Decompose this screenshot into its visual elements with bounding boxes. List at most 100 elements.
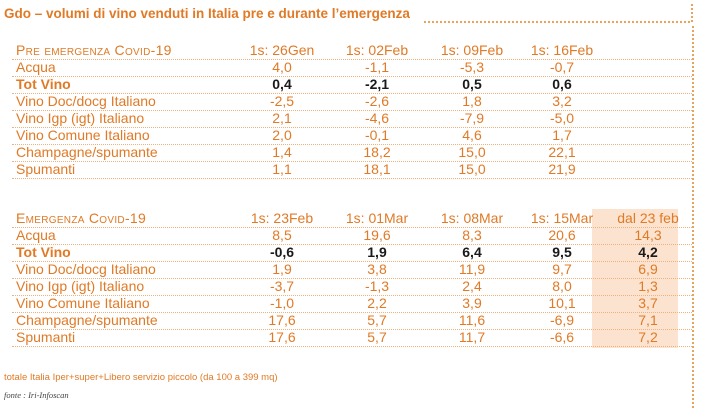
table-cell: 1,3 xyxy=(638,278,658,294)
table-cell: -4,6 xyxy=(364,110,390,126)
row-label: Acqua xyxy=(16,59,56,75)
table-cell: -1,3 xyxy=(364,278,390,294)
row-label: Champagne/spumante xyxy=(16,312,158,328)
row-label: Vino Comune Italiano xyxy=(16,127,150,143)
table-cell: 11,6 xyxy=(458,312,486,328)
column-header-summary: dal 23 feb xyxy=(617,210,679,226)
table-cell: 3,2 xyxy=(552,93,572,109)
table-cell: 8,3 xyxy=(462,227,482,243)
table-cell: 11,9 xyxy=(458,261,486,277)
table-cell: 8,0 xyxy=(552,278,572,294)
table-cell: 6,4 xyxy=(462,244,482,260)
title-decoration xyxy=(424,4,693,23)
row-label: Vino Igp (igt) Italiano xyxy=(16,110,145,126)
table-row: Vino Comune Italiano 2,0 -0,1 4,6 1,7 xyxy=(12,127,692,145)
table-row: Acqua 4,0 -1,1 -5,3 -0,7 xyxy=(12,59,692,77)
column-header: 1s: 16Feb xyxy=(530,42,594,58)
table-cell: 3,8 xyxy=(367,261,387,277)
table-cell: 4,2 xyxy=(638,244,658,260)
table-cell: -0,1 xyxy=(364,127,390,143)
table-cell: 18,1 xyxy=(363,161,391,177)
table-cell: -2,6 xyxy=(364,93,390,109)
row-label: Acqua xyxy=(16,227,56,243)
table-cell: 22,1 xyxy=(548,144,576,160)
table-cell: -7,9 xyxy=(459,110,485,126)
table-cell: -0,6 xyxy=(269,244,295,260)
table-cell: 19,6 xyxy=(363,227,391,243)
table-row: Vino Igp (igt) Italiano -3,7 -1,3 2,4 8,… xyxy=(12,278,692,296)
table-cell: -5,3 xyxy=(459,59,485,75)
table-cell: 2,2 xyxy=(367,295,387,311)
table-cell: 14,3 xyxy=(634,227,662,243)
row-label: Vino Comune Italiano xyxy=(16,295,150,311)
table-cell: -2,5 xyxy=(269,93,295,109)
table-cell: 0,6 xyxy=(552,76,572,92)
table-row: Vino Comune Italiano -1,0 2,2 3,9 10,1 3… xyxy=(12,295,692,313)
emergency-header-row: Emergenza Covid-19 1s: 23Feb 1s: 01Mar 1… xyxy=(12,210,692,228)
row-label: Tot Vino xyxy=(16,76,71,92)
table-cell: 4,0 xyxy=(272,59,292,75)
table-row: Spumanti 17,6 5,7 11,7 -6,6 7,2 xyxy=(12,329,692,347)
source-note: fonte : Iri-Infoscan xyxy=(4,390,69,400)
table-row-total: Tot Vino -0,6 1,9 6,4 9,5 4,2 xyxy=(12,244,692,262)
table-cell: 3,9 xyxy=(462,295,482,311)
table-cell: 9,7 xyxy=(552,261,572,277)
table-cell: 1,8 xyxy=(462,93,482,109)
table-cell: 4,6 xyxy=(462,127,482,143)
table-cell: 8,5 xyxy=(272,227,292,243)
table-cell: 17,6 xyxy=(268,312,296,328)
table-cell: -1,0 xyxy=(269,295,295,311)
table-cell: 10,1 xyxy=(548,295,576,311)
column-header: 1s: 01Mar xyxy=(345,210,409,226)
table-cell: 11,7 xyxy=(458,329,486,345)
table-cell: 18,2 xyxy=(363,144,391,160)
table-cell: 0,5 xyxy=(462,76,482,92)
table-cell: -6,9 xyxy=(549,312,575,328)
table-cell: 1,9 xyxy=(272,261,292,277)
table-cell: -5,0 xyxy=(549,110,575,126)
table-cell: -2,1 xyxy=(364,76,390,92)
table-cell: 3,7 xyxy=(638,295,658,311)
table-cell: 20,6 xyxy=(548,227,576,243)
column-header: 1s: 09Feb xyxy=(440,42,504,58)
table-cell: 15,0 xyxy=(458,161,486,177)
table-row: Vino Doc/docg Italiano -2,5 -2,6 1,8 3,2 xyxy=(12,93,692,111)
pre-heading: Pre emergenza Covid-19 xyxy=(16,42,172,58)
table-row: Acqua 8,5 19,6 8,3 20,6 14,3 xyxy=(12,227,692,245)
table-cell: 7,1 xyxy=(638,312,658,328)
table-row-total: Tot Vino 0,4 -2,1 0,5 0,6 xyxy=(12,76,692,94)
table-cell: 1,9 xyxy=(367,244,387,260)
row-label: Spumanti xyxy=(16,161,76,177)
table-cell: 21,9 xyxy=(548,161,576,177)
table-row: Vino Doc/docg Italiano 1,9 3,8 11,9 9,7 … xyxy=(12,261,692,279)
table-row: Champagne/spumante 17,6 5,7 11,6 -6,9 7,… xyxy=(12,312,692,330)
column-header: 1s: 08Mar xyxy=(440,210,504,226)
row-label: Tot Vino xyxy=(16,244,71,260)
footnote: totale Italia Iper+super+Libero servizio… xyxy=(4,372,278,383)
emergency-heading: Emergenza Covid-19 xyxy=(16,210,147,226)
row-label: Vino Doc/docg Italiano xyxy=(16,261,156,277)
table-row: Spumanti 1,1 18,1 15,0 21,9 xyxy=(12,161,692,179)
row-label: Champagne/spumante xyxy=(16,144,158,160)
column-header: 1s: 02Feb xyxy=(345,42,409,58)
table-cell: 1,7 xyxy=(552,127,572,143)
page-title: Gdo – volumi di vino venduti in Italia p… xyxy=(4,6,410,21)
table-cell: 15,0 xyxy=(458,144,486,160)
row-label: Vino Doc/docg Italiano xyxy=(16,93,156,109)
row-label: Spumanti xyxy=(16,329,76,345)
table-cell: 5,7 xyxy=(367,329,387,345)
table-cell: -1,1 xyxy=(364,59,390,75)
table-cell: 17,6 xyxy=(268,329,296,345)
table-row: Vino Igp (igt) Italiano 2,1 -4,6 -7,9 -5… xyxy=(12,110,692,128)
table-row: Champagne/spumante 1,4 18,2 15,0 22,1 xyxy=(12,144,692,162)
pre-header-row: Pre emergenza Covid-19 1s: 26Gen 1s: 02F… xyxy=(12,42,692,60)
table-cell: 0,4 xyxy=(272,76,292,92)
table-cell: 2,0 xyxy=(272,127,292,143)
table-cell: 5,7 xyxy=(367,312,387,328)
table-cell: -0,7 xyxy=(549,59,575,75)
table-cell: 7,2 xyxy=(638,329,658,345)
table-cell: -3,7 xyxy=(269,278,295,294)
table-cell: 2,4 xyxy=(462,278,482,294)
table-cell: 6,9 xyxy=(638,261,658,277)
column-header: 1s: 15Mar xyxy=(530,210,594,226)
